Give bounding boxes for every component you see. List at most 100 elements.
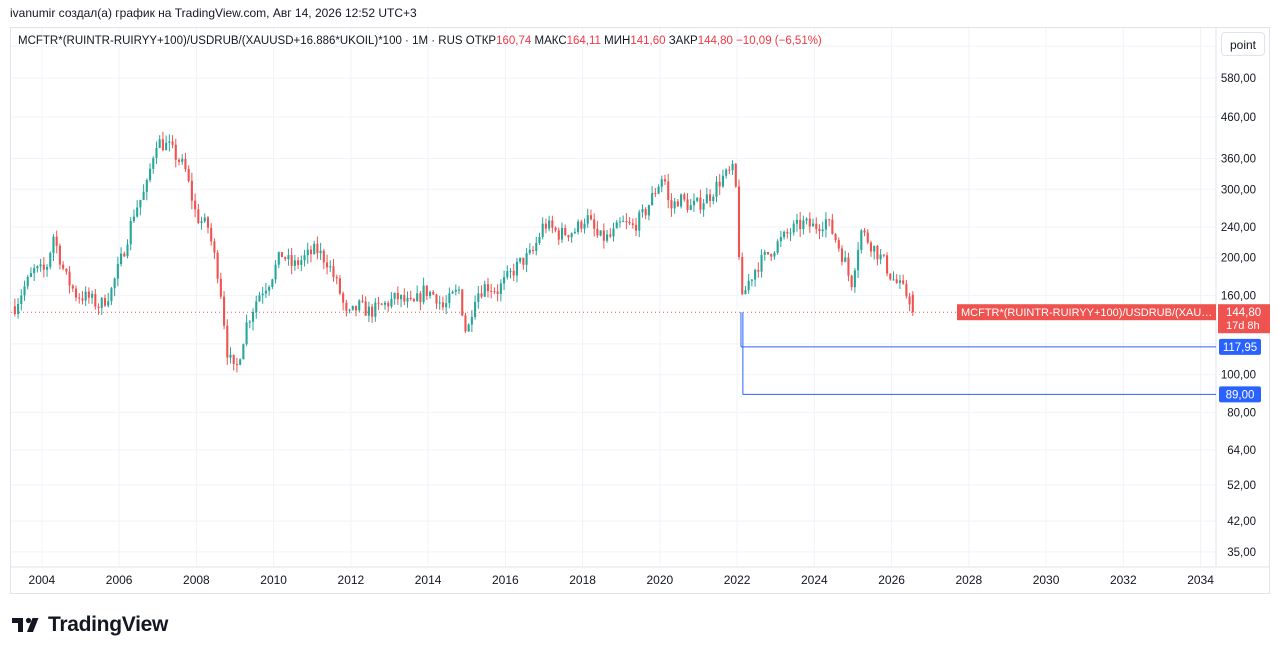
candle-body (62, 264, 65, 269)
chart-legend: MCFTR*(RUINTR-RUIRYY+100)/USDRUB/(XAUUSD… (18, 35, 822, 47)
candle-body (177, 159, 181, 162)
candle-body (541, 223, 544, 237)
candle-body (702, 203, 705, 210)
candle-body (100, 297, 103, 308)
candle-body (850, 275, 853, 288)
time-axis-tick-label: 2006 (106, 573, 133, 587)
price-axis-tick-label: 300,00 (1221, 184, 1256, 196)
candle-body (113, 278, 116, 289)
legend-change: −10,09 (−6,51%) (736, 35, 822, 47)
candle-body (457, 289, 461, 291)
candle-body (795, 219, 798, 224)
candles (13, 131, 914, 373)
candle-body (873, 245, 876, 252)
candle-body (783, 231, 786, 238)
candle-body (911, 294, 914, 313)
candle-body (721, 175, 724, 187)
candle-body (902, 280, 905, 284)
candle-body (474, 301, 477, 317)
candle-body (506, 270, 509, 278)
tradingview-brand[interactable]: TradingView (12, 612, 168, 638)
candle-body (634, 224, 638, 231)
candle-body (686, 199, 689, 211)
candle-body (696, 197, 699, 201)
candle-body (232, 354, 235, 364)
candle-body (345, 302, 348, 311)
last-price-countdown: 17d 8h (1226, 320, 1260, 332)
candle-body (235, 363, 238, 365)
candle-body (203, 217, 206, 222)
candle-body (834, 233, 837, 241)
candle-body (705, 194, 708, 204)
candle-body (898, 280, 901, 283)
price-axis-tick-label: 64,00 (1227, 445, 1256, 457)
time-axis-tick-label: 2030 (1033, 573, 1060, 587)
candle-body (692, 200, 696, 206)
scale-toggle-button[interactable]: point (1221, 32, 1265, 56)
candle-body (280, 252, 284, 258)
price-axis-tick-label: 35,00 (1227, 547, 1256, 559)
candle-body (287, 255, 290, 260)
candle-body (589, 215, 593, 220)
candle-body (65, 268, 68, 272)
candle-body (824, 219, 827, 230)
candle-body (596, 228, 599, 236)
candle-body (46, 266, 49, 270)
candle-body (680, 194, 683, 207)
candle-body (792, 223, 795, 233)
candle-body (239, 359, 242, 365)
candle-body (329, 266, 332, 268)
candle-body (718, 181, 721, 187)
candle-body (451, 291, 454, 294)
candle-body (326, 262, 329, 268)
candle-body (905, 283, 908, 297)
time-axis-tick-label: 2008 (183, 573, 210, 587)
candle-body (29, 273, 33, 277)
candle-body (277, 252, 280, 265)
candle-body (348, 309, 351, 311)
price-axis-tick-label: 200,00 (1221, 253, 1256, 265)
candle-body (332, 266, 335, 277)
candle-body (847, 257, 850, 276)
candle-body (654, 193, 657, 195)
candle-body (647, 205, 650, 216)
brand-name: TradingView (48, 613, 169, 636)
last-price-badge-value: 144,80 (1226, 307, 1261, 319)
candle-body (139, 199, 142, 208)
candle-body (309, 249, 313, 255)
price-axis-tick-label: 460,00 (1221, 112, 1256, 124)
candle-body (20, 295, 23, 305)
price-axis-labels: 35,0042,0052,0064,0080,00100,00120,00160… (1221, 41, 1256, 559)
candle-body (94, 293, 97, 307)
time-axis-tick-label: 2012 (338, 573, 365, 587)
candle-body (609, 234, 612, 237)
symbol-price-tag-label: MCFTR*(RUINTR-RUIRYY+100)/USDRUB/(XAU… (961, 307, 1212, 319)
candle-body (335, 276, 338, 279)
candle-body (731, 163, 734, 171)
candle-body (882, 254, 885, 256)
candle-body (699, 197, 702, 210)
time-axis-tick-label: 2004 (29, 573, 56, 587)
candle-body (187, 169, 190, 181)
candle-body (709, 194, 712, 201)
time-axis-tick-label: 2034 (1187, 573, 1214, 587)
candle-body (612, 228, 615, 237)
candle-body (470, 316, 473, 325)
candle-body (770, 254, 773, 257)
candle-body (403, 295, 406, 302)
candle-body (441, 302, 444, 308)
candle-body (91, 293, 94, 298)
candle-body (229, 354, 232, 358)
candle-body (132, 216, 135, 222)
candle-body (409, 297, 412, 300)
time-axis-tick-label: 2032 (1110, 573, 1137, 587)
candle-body (886, 255, 889, 274)
candle-body (364, 301, 367, 316)
candle-body (36, 266, 39, 269)
time-axis-tick-label: 2026 (878, 573, 905, 587)
candle-body (786, 231, 789, 234)
candle-body (152, 157, 155, 169)
last-price-badge (1218, 304, 1270, 334)
candle-body (242, 344, 245, 360)
